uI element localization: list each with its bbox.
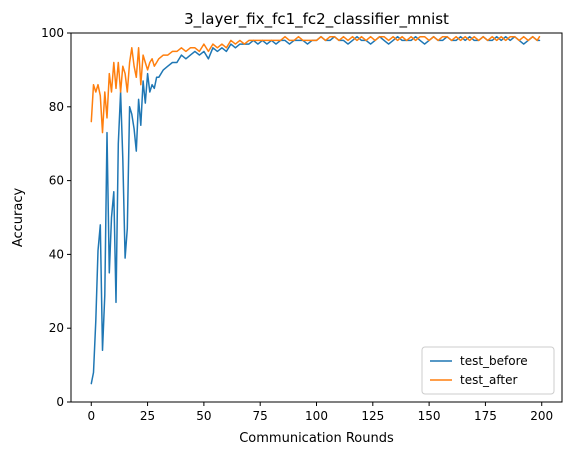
x-tick-label: 25: [140, 409, 155, 423]
series-line-test-before: [90, 35, 541, 385]
chart-title: 3_layer_fix_fc1_fc2_classifier_mnist: [184, 10, 449, 29]
y-tick-label: 0: [56, 395, 64, 409]
x-axis-label: Communication Rounds: [239, 431, 394, 446]
x-tick-label: 125: [361, 409, 384, 423]
legend: test_before test_after: [421, 346, 555, 395]
x-tick-label: 75: [253, 409, 268, 423]
y-axis: 0 20 40 60 80 100: [41, 26, 71, 409]
x-tick-label: 200: [530, 409, 553, 423]
y-tick-label: 80: [49, 100, 64, 114]
x-tick-label: 175: [474, 409, 497, 423]
y-tick-label: 100: [41, 26, 64, 40]
y-tick-label: 40: [49, 247, 64, 261]
x-axis: 0 25 50 75 100 125 150 175 200: [87, 402, 553, 423]
x-tick-label: 100: [305, 409, 328, 423]
x-tick-label: 150: [418, 409, 441, 423]
x-tick-label: 0: [87, 409, 95, 423]
legend-box: [421, 346, 555, 395]
series-layer: [90, 35, 541, 385]
y-axis-label: Accuracy: [11, 188, 26, 248]
x-tick-label: 50: [196, 409, 211, 423]
y-tick-label: 60: [49, 174, 64, 188]
legend-label: test_before: [460, 354, 528, 368]
y-tick-label: 20: [49, 321, 64, 335]
legend-label: test_after: [460, 373, 518, 387]
series-line-test-after: [90, 35, 541, 134]
